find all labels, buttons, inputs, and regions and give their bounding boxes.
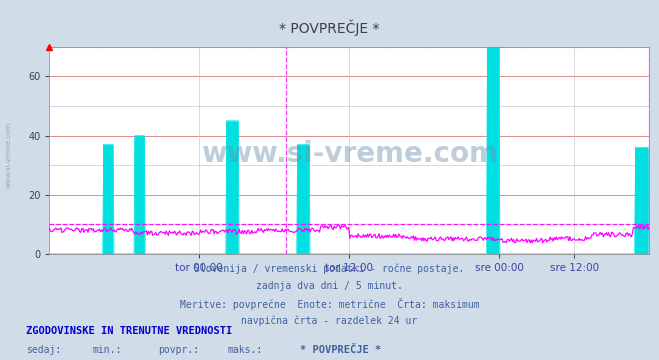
Text: povpr.:: povpr.: <box>158 345 199 355</box>
Text: www.si-vreme.com: www.si-vreme.com <box>201 140 498 168</box>
Text: * POVPREČJE *: * POVPREČJE * <box>300 345 381 355</box>
Text: zadnja dva dni / 5 minut.: zadnja dva dni / 5 minut. <box>256 281 403 291</box>
Text: sedaj:: sedaj: <box>26 345 61 355</box>
Text: * POVPREČJE *: * POVPREČJE * <box>279 20 380 36</box>
Text: navpična črta - razdelek 24 ur: navpična črta - razdelek 24 ur <box>241 315 418 326</box>
Text: maks.:: maks.: <box>227 345 262 355</box>
Text: min.:: min.: <box>92 345 122 355</box>
Text: www.si-vreme.com: www.si-vreme.com <box>5 122 12 188</box>
Text: Slovenija / vremenski podatki - ročne postaje.: Slovenija / vremenski podatki - ročne po… <box>194 264 465 274</box>
Text: Meritve: povprečne  Enote: metrične  Črta: maksimum: Meritve: povprečne Enote: metrične Črta:… <box>180 298 479 310</box>
Text: ZGODOVINSKE IN TRENUTNE VREDNOSTI: ZGODOVINSKE IN TRENUTNE VREDNOSTI <box>26 326 233 336</box>
